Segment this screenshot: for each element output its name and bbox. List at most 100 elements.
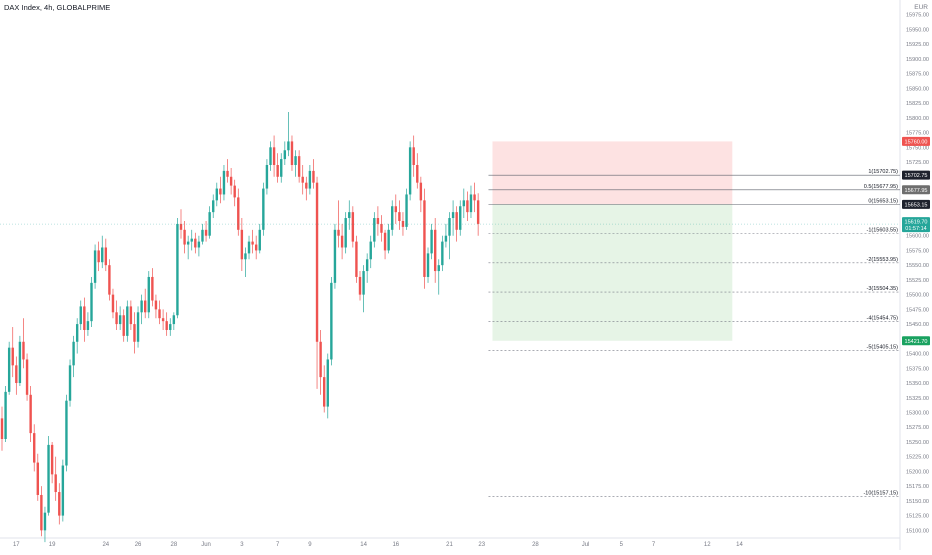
candle-up bbox=[362, 271, 365, 295]
candle-down bbox=[183, 229, 186, 245]
candle-up bbox=[469, 194, 473, 213]
y-tick-label: 15950.00 bbox=[906, 27, 929, 33]
current-price-tag bbox=[902, 217, 930, 233]
candle-down bbox=[0, 418, 4, 440]
candle-down bbox=[423, 200, 426, 277]
candle-down bbox=[254, 244, 258, 251]
candle-up bbox=[222, 170, 226, 195]
candle-down bbox=[108, 265, 111, 295]
candle-up bbox=[61, 465, 65, 516]
candle-down bbox=[54, 474, 57, 493]
candle-down bbox=[104, 247, 108, 266]
y-tick-label: 15525.00 bbox=[906, 278, 929, 284]
candle-down bbox=[15, 365, 18, 384]
y-tick-label: 15350.00 bbox=[906, 381, 929, 387]
candle-down bbox=[158, 309, 161, 319]
x-tick-label: 19 bbox=[49, 542, 56, 548]
candle-down bbox=[455, 212, 458, 230]
candle-up bbox=[426, 253, 430, 277]
candle-up bbox=[47, 444, 50, 513]
candle-up bbox=[90, 282, 93, 322]
candle-down bbox=[337, 229, 340, 236]
candle-down bbox=[340, 235, 344, 248]
candle-down bbox=[97, 250, 100, 263]
x-tick-label: 26 bbox=[135, 542, 142, 548]
candle-down bbox=[29, 394, 32, 434]
candle-down bbox=[115, 312, 118, 325]
candle-down bbox=[204, 229, 208, 236]
x-tick-label: 28 bbox=[532, 542, 539, 548]
y-tick-label: 15975.00 bbox=[906, 13, 929, 19]
x-tick-label: 7 bbox=[652, 542, 656, 548]
y-tick-label: 15300.00 bbox=[906, 410, 929, 416]
candle-up bbox=[265, 164, 269, 189]
fib-level-label: -2(15553.95) bbox=[867, 257, 899, 263]
candle-down bbox=[144, 300, 147, 313]
candle-up bbox=[283, 150, 287, 160]
y-tick-label: 15800.00 bbox=[906, 116, 929, 122]
fib-level-label: -3(15504.35) bbox=[867, 286, 899, 292]
candle-down bbox=[161, 318, 165, 322]
y-tick-label: 15250.00 bbox=[906, 440, 929, 446]
candle-up bbox=[197, 241, 201, 248]
candle-down bbox=[11, 347, 14, 366]
x-tick-label: 7 bbox=[276, 542, 280, 548]
candle-up bbox=[280, 159, 283, 177]
candle-up bbox=[79, 306, 82, 325]
price-tag bbox=[902, 336, 930, 346]
candle-up bbox=[126, 306, 129, 336]
y-tick-label: 15775.00 bbox=[906, 131, 929, 137]
fib-level-label: 0.5(15677.95) bbox=[864, 184, 898, 190]
candle-down bbox=[315, 182, 319, 342]
candle-down bbox=[376, 218, 380, 224]
x-tick-label: 21 bbox=[446, 542, 453, 548]
candle-down bbox=[351, 212, 355, 242]
candle-up bbox=[369, 241, 372, 260]
x-tick-label: 14 bbox=[360, 542, 367, 548]
countdown-label: 01:57:14 bbox=[905, 226, 926, 232]
candle-down bbox=[83, 306, 86, 330]
x-tick-label: 5 bbox=[620, 542, 624, 548]
price-tag-label: 15760.00 bbox=[905, 139, 928, 145]
candle-up bbox=[93, 250, 97, 283]
candle-up bbox=[86, 321, 90, 330]
candle-down bbox=[383, 232, 387, 251]
candle-up bbox=[212, 200, 215, 213]
candle-down bbox=[433, 229, 437, 272]
candle-up bbox=[172, 315, 176, 325]
y-tick-label: 15450.00 bbox=[906, 322, 929, 328]
candle-up bbox=[448, 218, 451, 236]
y-tick-label: 15600.00 bbox=[906, 234, 929, 240]
candle-up bbox=[190, 238, 193, 242]
x-tick-label: 16 bbox=[392, 542, 399, 548]
y-tick-label: 15825.00 bbox=[906, 101, 929, 107]
candle-up bbox=[247, 241, 251, 254]
candle-down bbox=[36, 462, 39, 495]
take-profit-zone bbox=[492, 204, 733, 341]
candle-down bbox=[312, 170, 315, 183]
candle-up bbox=[391, 206, 394, 230]
y-tick-label: 15200.00 bbox=[906, 469, 929, 475]
candle-down bbox=[476, 200, 480, 224]
fib-level-label: 0(15653.15) bbox=[868, 198, 898, 204]
x-tick-label: 9 bbox=[308, 542, 312, 548]
candle-up bbox=[451, 212, 455, 219]
candle-down bbox=[194, 238, 197, 248]
candle-down bbox=[22, 341, 25, 360]
y-tick-label: 15325.00 bbox=[906, 396, 929, 402]
candle-down bbox=[355, 241, 358, 277]
y-tick-label: 15375.00 bbox=[906, 366, 929, 372]
candle-down bbox=[416, 164, 419, 183]
current-price-label: 15619.70 bbox=[905, 220, 928, 226]
candle-up bbox=[344, 218, 347, 248]
candle-up bbox=[169, 324, 172, 330]
y-tick-label: 15925.00 bbox=[906, 42, 929, 48]
price-tag-label: 15421.70 bbox=[905, 339, 928, 345]
candle-down bbox=[466, 200, 469, 213]
candle-down bbox=[179, 223, 183, 230]
candle-down bbox=[290, 141, 294, 165]
candle-down bbox=[58, 492, 61, 516]
candle-up bbox=[326, 359, 329, 407]
